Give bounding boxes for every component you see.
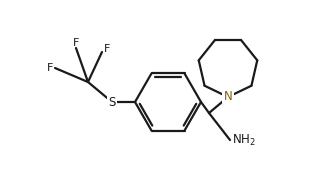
Text: F: F: [104, 44, 110, 54]
Text: F: F: [73, 38, 79, 48]
Text: N: N: [223, 90, 232, 104]
Text: S: S: [108, 96, 116, 108]
Text: F: F: [47, 63, 53, 73]
Text: NH$_2$: NH$_2$: [232, 132, 256, 148]
